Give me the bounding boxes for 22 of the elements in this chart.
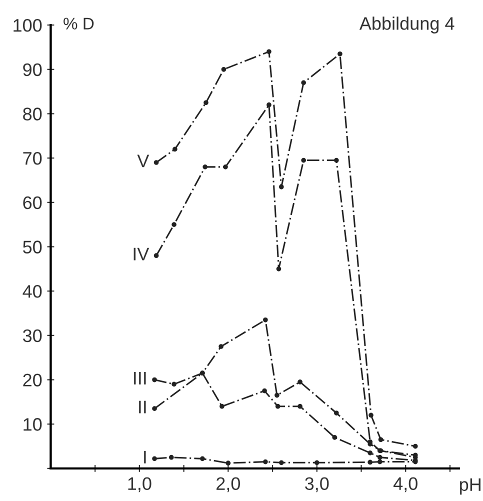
x-tick-label: 2,0: [216, 477, 240, 492]
series-label: I: [144, 450, 146, 464]
series-label: II: [139, 400, 146, 414]
x-tick-label: 4,0: [393, 477, 418, 492]
y-tick-label: 30: [22, 329, 42, 342]
y-tick-label: 100: [14, 18, 42, 32]
y-tick-label: 60: [23, 196, 42, 210]
series-label: V: [137, 154, 150, 168]
y-tick-label: 50: [23, 240, 42, 254]
series-label: IV: [134, 248, 150, 260]
x-tick-label: 1,0: [128, 477, 152, 492]
series-label: III: [134, 372, 146, 384]
y-tick-label: 10: [24, 418, 42, 431]
y-tick-label: 40: [22, 285, 42, 298]
x-axis-title: pH: [460, 478, 480, 495]
y-axis-title: % D: [64, 18, 94, 30]
y-tick-label: 20: [23, 374, 42, 386]
y-tick-label: 80: [23, 108, 42, 120]
chart-title: Abbildung 4: [359, 16, 454, 34]
y-tick-label: 90: [23, 63, 42, 76]
y-tick-label: 70: [23, 152, 42, 165]
x-tick-label: 3,0: [305, 477, 329, 492]
